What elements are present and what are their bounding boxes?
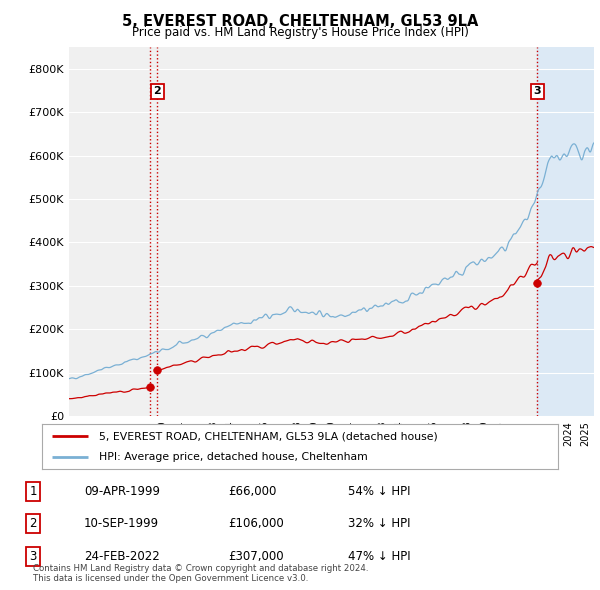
Text: 3: 3	[533, 87, 541, 96]
Text: 54% ↓ HPI: 54% ↓ HPI	[348, 484, 410, 498]
Text: 09-APR-1999: 09-APR-1999	[84, 484, 160, 498]
Text: 2: 2	[29, 517, 37, 530]
Text: Price paid vs. HM Land Registry's House Price Index (HPI): Price paid vs. HM Land Registry's House …	[131, 26, 469, 39]
Text: 47% ↓ HPI: 47% ↓ HPI	[348, 549, 410, 563]
Bar	[537, 47, 594, 416]
Text: HPI: Average price, detached house, Cheltenham: HPI: Average price, detached house, Chel…	[99, 452, 368, 462]
Text: Contains HM Land Registry data © Crown copyright and database right 2024.
This d: Contains HM Land Registry data © Crown c…	[33, 563, 368, 583]
Text: 1: 1	[29, 484, 37, 498]
Text: 5, EVEREST ROAD, CHELTENHAM, GL53 9LA (detached house): 5, EVEREST ROAD, CHELTENHAM, GL53 9LA (d…	[99, 431, 437, 441]
Text: 32% ↓ HPI: 32% ↓ HPI	[348, 517, 410, 530]
Text: 24-FEB-2022: 24-FEB-2022	[84, 549, 160, 563]
Text: £307,000: £307,000	[228, 549, 284, 563]
Text: £66,000: £66,000	[228, 484, 277, 498]
Text: £106,000: £106,000	[228, 517, 284, 530]
Text: 2: 2	[154, 87, 161, 96]
Text: 10-SEP-1999: 10-SEP-1999	[84, 517, 159, 530]
Text: 3: 3	[29, 549, 37, 563]
Text: 5, EVEREST ROAD, CHELTENHAM, GL53 9LA: 5, EVEREST ROAD, CHELTENHAM, GL53 9LA	[122, 14, 478, 29]
